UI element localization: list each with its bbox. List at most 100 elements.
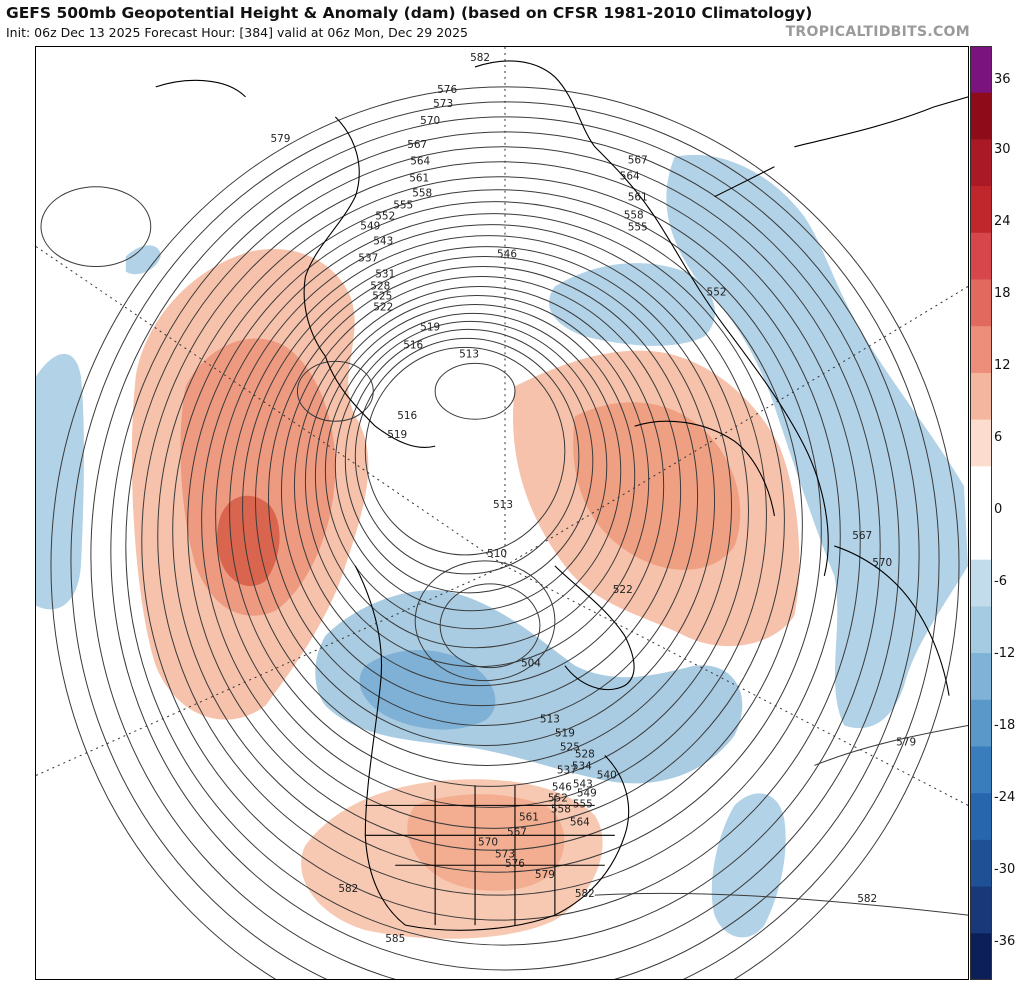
contour-label: 582 xyxy=(857,893,877,905)
contour-label: 582 xyxy=(470,52,490,64)
contour-label: 543 xyxy=(373,236,393,248)
contour-label: 516 xyxy=(403,339,423,351)
contour-label: 570 xyxy=(478,836,498,848)
forecast-info: Init: 06z Dec 13 2025 Forecast Hour: [38… xyxy=(6,25,468,40)
contour-label: 567 xyxy=(852,530,872,542)
contour-label: 522 xyxy=(373,301,393,313)
positive-anomaly-us-core xyxy=(407,794,565,891)
colorbar-swatch xyxy=(970,606,992,654)
anomaly-shading xyxy=(36,154,968,939)
contour-labels: 5825765735705675645615585555525495435375… xyxy=(270,52,916,945)
colorbar-swatch xyxy=(970,92,992,140)
contour-label: 552 xyxy=(707,286,727,298)
colorbar-swatch xyxy=(970,699,992,747)
contour-label: 558 xyxy=(551,803,571,815)
contour-label: 585 xyxy=(385,933,405,945)
colorbar-swatch xyxy=(970,886,992,934)
colorbar-label: -12 xyxy=(994,646,1016,661)
contour-label: 555 xyxy=(393,200,413,212)
colorbar-swatch xyxy=(970,419,992,467)
contour-label: 525 xyxy=(560,741,580,753)
contour-label: 519 xyxy=(420,321,440,333)
contour-label: 522 xyxy=(613,584,633,596)
brand-watermark[interactable]: TROPICALTIDBITS.COM xyxy=(785,24,970,40)
contour-label: 537 xyxy=(358,253,378,265)
contour-label: 564 xyxy=(570,816,590,828)
colorbar-label: 6 xyxy=(994,430,1003,445)
chart-title: GEFS 500mb Geopotential Height & Anomaly… xyxy=(6,4,813,22)
contour-label: 567 xyxy=(628,155,648,167)
colorbar-swatch xyxy=(970,186,992,234)
colorbar xyxy=(970,46,992,980)
colorbar-label: 12 xyxy=(994,358,1011,373)
colorbar-swatch xyxy=(970,279,992,327)
contour-label: 564 xyxy=(410,156,430,168)
colorbar-swatch xyxy=(970,466,992,514)
contour-label: 549 xyxy=(360,221,380,233)
contour-label: 582 xyxy=(575,888,595,900)
negative-anomaly-asia xyxy=(666,154,968,729)
negative-anomaly-atlantic xyxy=(711,793,786,938)
colorbar-swatch xyxy=(970,513,992,561)
contour-label: 570 xyxy=(420,115,440,127)
colorbar-swatch xyxy=(970,653,992,701)
contour-label: 531 xyxy=(375,269,395,281)
contour-label: 561 xyxy=(519,811,539,823)
contour-label: 579 xyxy=(535,869,555,881)
colorbar-swatch xyxy=(970,139,992,187)
contour-label: 528 xyxy=(370,280,390,292)
colorbar-swatch xyxy=(970,46,992,94)
contour-label: 528 xyxy=(575,748,595,760)
colorbar-swatch xyxy=(970,839,992,888)
contour-label: 513 xyxy=(493,499,513,511)
contour-label: 504 xyxy=(521,658,541,670)
colorbar-label: -36 xyxy=(994,934,1016,949)
colorbar-label: 24 xyxy=(994,214,1011,229)
contour-label: 558 xyxy=(624,210,644,222)
colorbar-swatch xyxy=(970,793,992,841)
contour-label: 546 xyxy=(552,781,572,793)
colorbar-label: 0 xyxy=(994,502,1003,517)
contour-label: 510 xyxy=(487,548,507,560)
contour-label: 570 xyxy=(872,557,892,569)
contour-label: 576 xyxy=(505,858,525,870)
negative-anomaly-west-pacific xyxy=(36,353,84,610)
contour-label: 513 xyxy=(459,348,479,360)
contour-label: 543 xyxy=(573,778,593,790)
contour-label: 576 xyxy=(437,84,457,96)
colorbar-swatch xyxy=(970,746,992,794)
colorbar-swatch xyxy=(970,372,992,421)
contour-label: 516 xyxy=(397,410,417,422)
contour-label: 579 xyxy=(270,133,290,145)
contour-label: 546 xyxy=(497,249,517,261)
polar-map: 5825765735705675645615585555525495435375… xyxy=(35,46,969,980)
contour-label: 552 xyxy=(375,211,395,223)
contour-label: 567 xyxy=(407,139,427,151)
colorbar-label: -18 xyxy=(994,718,1016,733)
colorbar-swatch xyxy=(970,559,992,607)
colorbar-swatch xyxy=(970,232,992,280)
positive-anomaly-pacific-max xyxy=(216,495,280,587)
contour-label: 573 xyxy=(433,98,453,110)
contour-label: 552 xyxy=(548,792,568,804)
contour-label: 540 xyxy=(597,769,617,781)
meridian-lines xyxy=(36,47,968,806)
colorbar-swatch xyxy=(970,326,992,374)
colorbar-label: 36 xyxy=(994,72,1011,87)
colorbar-label: -6 xyxy=(994,574,1007,589)
contour-label: 567 xyxy=(507,826,527,838)
contour-label: 582 xyxy=(338,883,358,895)
colorbar-swatch xyxy=(970,933,992,980)
contour-label: 555 xyxy=(573,798,593,810)
contour-label: 561 xyxy=(409,173,429,185)
negative-anomaly-small xyxy=(125,245,161,275)
contour-label: 537 xyxy=(557,764,577,776)
colorbar-label: -30 xyxy=(994,862,1016,877)
contour-label: 579 xyxy=(896,737,916,749)
colorbar-label: 18 xyxy=(994,286,1011,301)
contour-label: 555 xyxy=(628,222,648,234)
contour-label: 519 xyxy=(555,728,575,740)
contour-label: 534 xyxy=(572,760,592,772)
contour-label: 549 xyxy=(577,787,597,799)
colorbar-label: -24 xyxy=(994,790,1016,805)
